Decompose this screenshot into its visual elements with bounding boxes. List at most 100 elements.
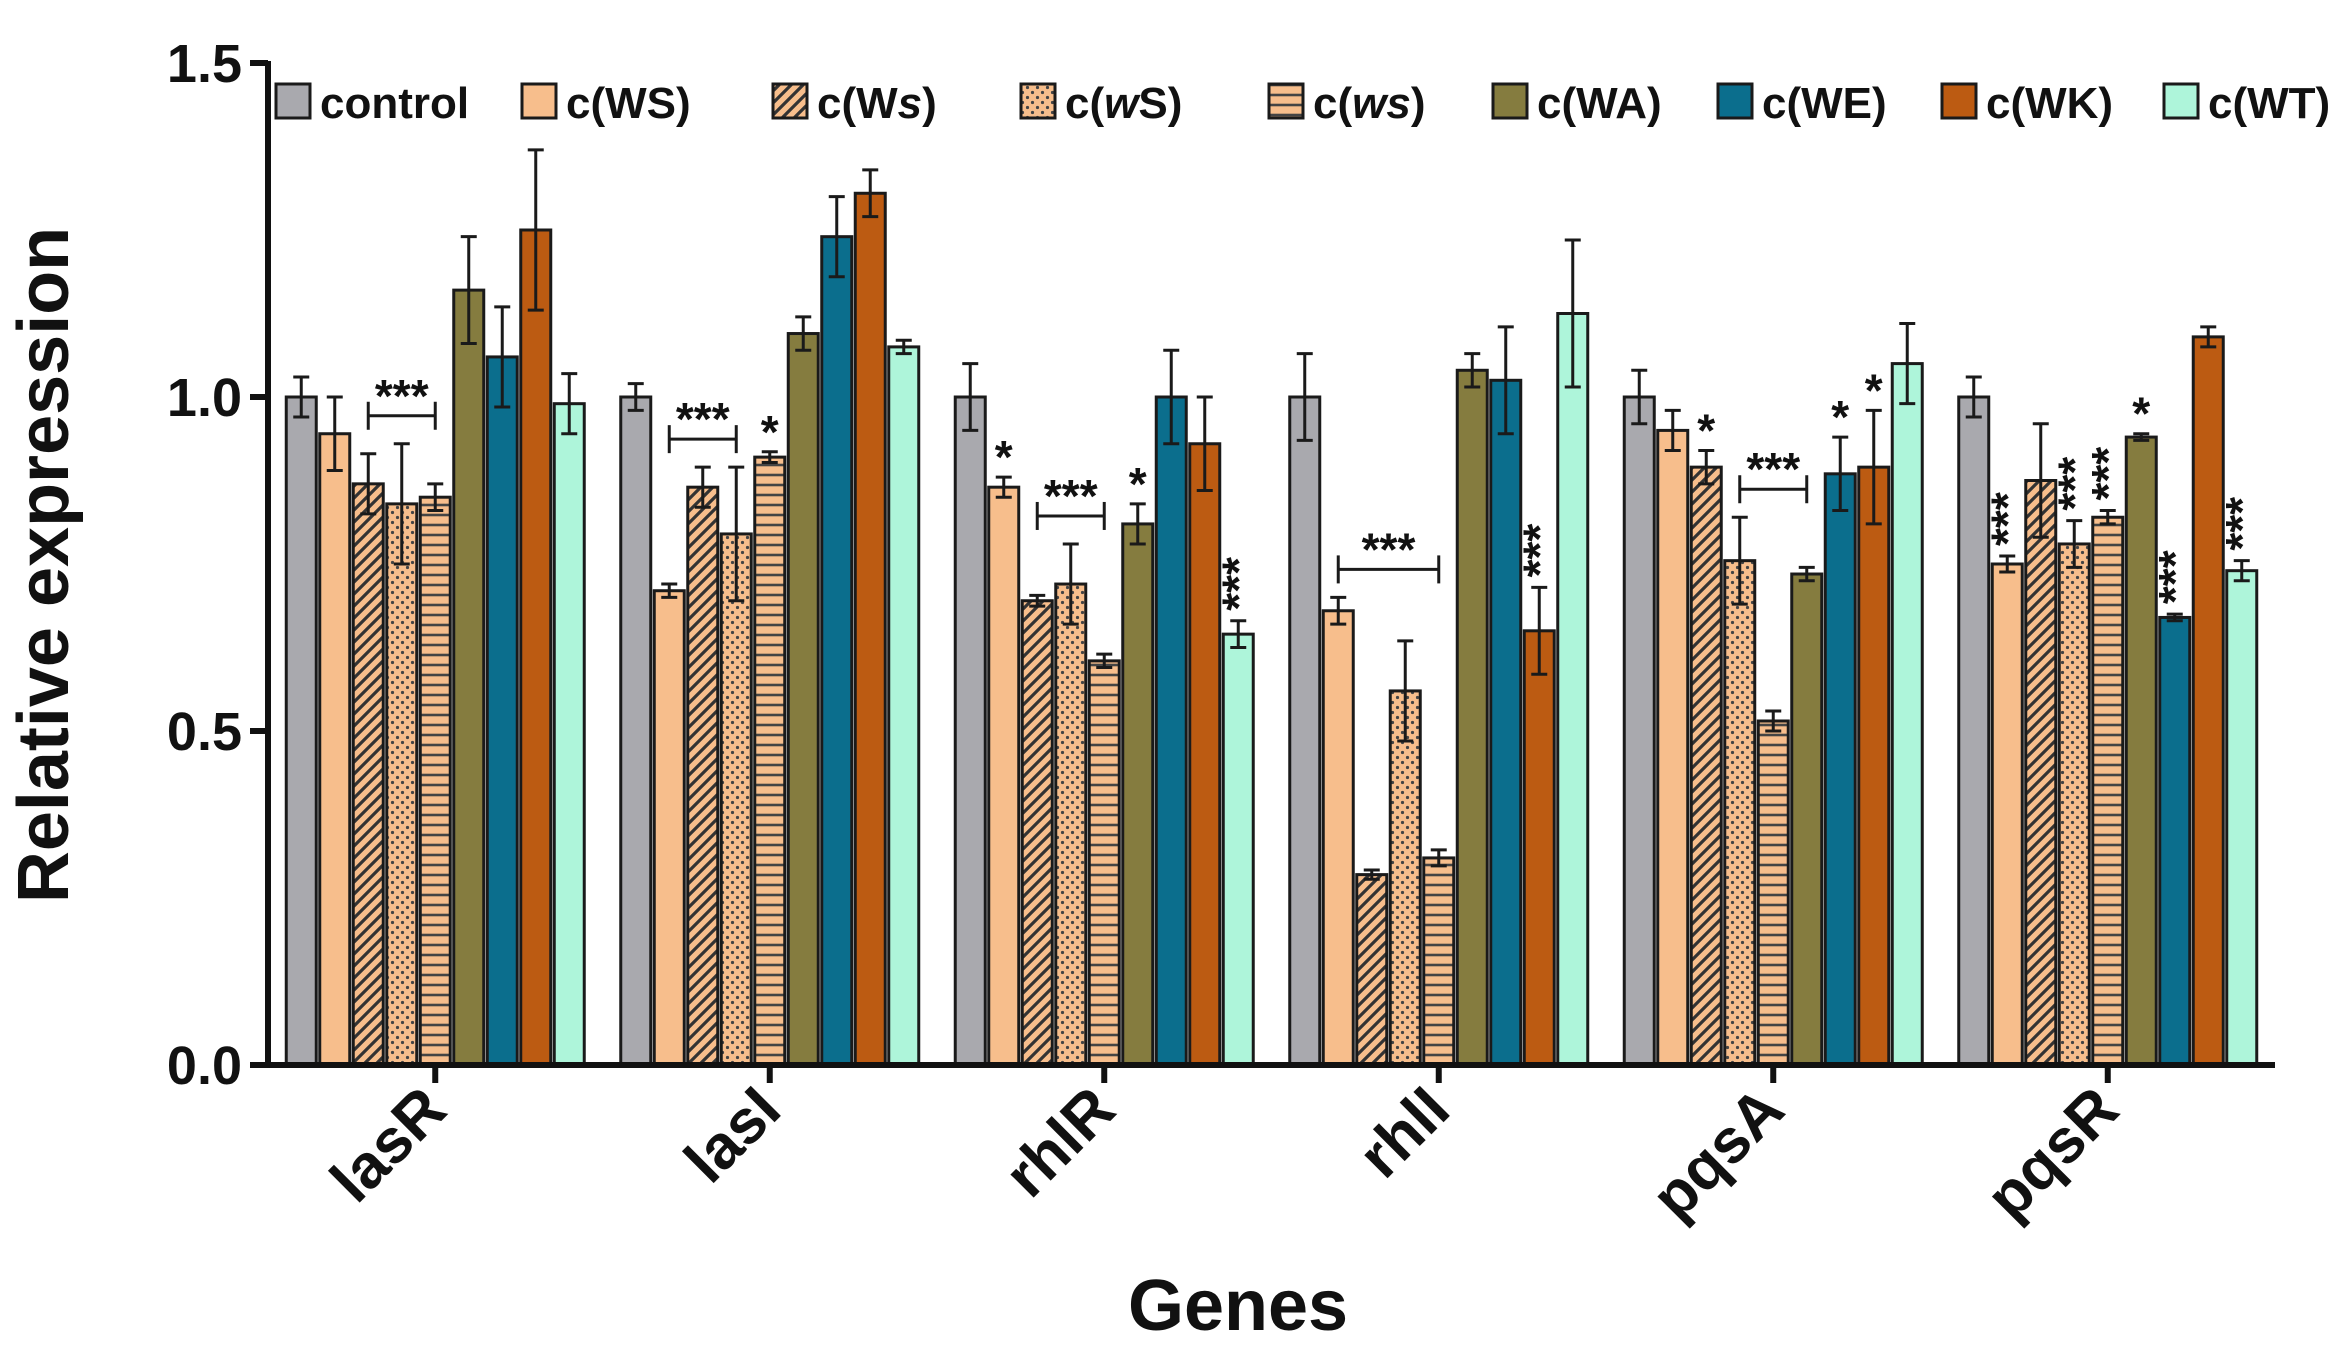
significance-label-rhlI: ***: [1362, 523, 1416, 575]
bar-lasI-c(Ws): [686, 485, 720, 1067]
bar-lasR-c(WS): [318, 432, 352, 1067]
y-tick-label-0.0: 0.0: [167, 1036, 242, 1096]
bar-pqsA-c(WE): [1823, 472, 1857, 1067]
bar-rhlI-c(WE): [1489, 378, 1523, 1067]
bar-lasR-c(wS): [385, 502, 419, 1067]
bar-rhlI-control: [1288, 395, 1322, 1067]
bar-lasI-c(WS): [652, 589, 686, 1067]
y-tick-label-1.0: 1.0: [167, 368, 242, 428]
legend-swatch-c(WK): [1940, 82, 1978, 120]
legend-swatch-c(WT): [2162, 82, 2200, 120]
significance-label-pqsR-c(wS): ***: [2048, 457, 2100, 511]
bar-pqsA-control: [1622, 395, 1656, 1067]
legend-label-c(WK): c(WK): [1986, 79, 2113, 128]
legend-label-c(WA): c(WA): [1537, 79, 1662, 128]
significance-label-pqsA-c(WK): *: [1865, 364, 1883, 416]
legend-label-c(ws): c(ws): [1313, 79, 1425, 128]
bar-pqsR-c(WT): [2225, 569, 2259, 1067]
legend-label-c(Ws): c(Ws): [817, 79, 937, 128]
bar-rhlR-c(wS): [1054, 582, 1088, 1067]
bar-lasR-c(WK): [519, 228, 553, 1067]
significance-label-pqsR-c(WT): ***: [2216, 497, 2268, 551]
bar-rhlR-control: [953, 395, 987, 1067]
bar-rhlR-c(WK): [1188, 442, 1222, 1067]
bar-lasI-c(WK): [853, 191, 887, 1067]
legend-swatch-c(Ws): [771, 82, 809, 120]
legend-swatch-c(ws): [1267, 82, 1305, 120]
bar-lasI-c(wS): [719, 532, 753, 1067]
bar-rhlI-c(wS): [1388, 689, 1422, 1067]
bar-rhlR-c(Ws): [1020, 599, 1054, 1067]
bar-rhlR-c(WA): [1121, 522, 1155, 1067]
bar-pqsR-c(wS): [2057, 542, 2091, 1067]
legend-swatch-c(WA): [1491, 82, 1529, 120]
bars: [284, 148, 2259, 1067]
legend-swatch-c(WS): [520, 82, 558, 120]
bar-pqsA-c(Ws): [1689, 465, 1723, 1067]
significance-label-rhlI-c(WK): ***: [1513, 524, 1565, 578]
bar-pqsA-c(wS): [1723, 559, 1757, 1067]
bar-rhlR-c(WE): [1154, 395, 1188, 1067]
significance-annotations: *** *** * **** ******* **********************…: [366, 364, 2268, 611]
legend-label-c(wS): c(wS): [1065, 79, 1182, 128]
bar-rhlI-c(WS): [1321, 609, 1355, 1067]
significance-label-lasI-c(ws): *: [761, 406, 779, 458]
significance-label-rhlR-c(WT): ***: [1212, 557, 1264, 611]
x-tick-label-lasR: lasR: [318, 1074, 459, 1215]
bar-pqsR-c(WS): [1990, 562, 2024, 1067]
bar-pqsR-c(Ws): [2024, 479, 2058, 1067]
y-axis-title: Relative expression: [4, 227, 84, 903]
significance-label-pqsA-c(Ws): *: [1697, 404, 1715, 456]
x-tick-label-pqsA: pqsA: [1639, 1074, 1797, 1232]
bar-rhlI-c(ws): [1422, 856, 1456, 1067]
significance-label-rhlR-c(WA): *: [1129, 458, 1147, 510]
significance-label-pqsA: ***: [1746, 443, 1800, 495]
bar-pqsA-c(WK): [1857, 465, 1891, 1067]
bar-lasI-c(WA): [786, 332, 820, 1067]
bar-pqsR-c(WA): [2124, 435, 2158, 1067]
significance-label-pqsR-c(WS): ***: [1981, 492, 2033, 546]
significance-label-rhlR: ***: [1044, 470, 1098, 522]
significance-label-rhlR-c(WS): *: [995, 431, 1013, 483]
legend-swatch-c(wS): [1019, 82, 1057, 120]
x-tick-label-rhlR: rhlR: [992, 1074, 1128, 1210]
bar-lasR-c(Ws): [351, 482, 385, 1067]
bar-lasI-c(WT): [887, 345, 921, 1067]
significance-label-pqsR-c(ws): ***: [2082, 447, 2134, 501]
bar-rhlI-c(WK): [1522, 629, 1556, 1067]
legend-label-c(WS): c(WS): [566, 79, 691, 128]
bar-pqsA-c(WS): [1656, 428, 1690, 1067]
bar-lasR-c(WT): [552, 402, 586, 1067]
bar-lasR-c(WE): [485, 355, 519, 1067]
x-axis-title: Genes: [1128, 1266, 1348, 1346]
legend-label-c(WE): c(WE): [1762, 79, 1887, 128]
legend: control c(WS) c(Ws) c(wS) c(ws) c(WA) c(WE) c(W…: [274, 79, 2330, 128]
bar-rhlR-c(WT): [1221, 632, 1255, 1067]
legend-label-c(WT): c(WT): [2208, 79, 2330, 128]
significance-label-pqsA-c(WE): *: [1831, 391, 1849, 443]
significance-label-lasR: ***: [375, 370, 429, 422]
x-tick-label-rhlI: rhlI: [1346, 1074, 1463, 1191]
bar-rhlI-c(WA): [1455, 368, 1489, 1067]
legend-swatch-c(WE): [1716, 82, 1754, 120]
bar-pqsR-c(WE): [2158, 615, 2192, 1067]
y-tick-label-0.5: 0.5: [167, 702, 242, 762]
bar-rhlR-c(WS): [987, 485, 1021, 1067]
bar-lasR-control: [284, 395, 318, 1067]
bar-pqsA-c(WT): [1890, 362, 1924, 1067]
bar-lasI-control: [619, 395, 653, 1067]
bar-lasR-c(WA): [452, 288, 486, 1067]
bar-pqsA-c(ws): [1756, 719, 1790, 1067]
bar-lasI-c(WE): [820, 235, 854, 1067]
significance-label-pqsR-c(WA): *: [2132, 388, 2150, 440]
significance-label-lasI: ***: [676, 393, 730, 445]
bar-pqsR-c(WK): [2191, 335, 2225, 1067]
y-tick-label-1.5: 1.5: [167, 34, 242, 94]
bar-lasI-c(ws): [753, 455, 787, 1067]
bar-rhlR-c(ws): [1087, 659, 1121, 1067]
legend-label-control: control: [320, 79, 469, 128]
bar-pqsA-c(WA): [1790, 572, 1824, 1067]
bar-rhlI-c(Ws): [1355, 873, 1389, 1067]
